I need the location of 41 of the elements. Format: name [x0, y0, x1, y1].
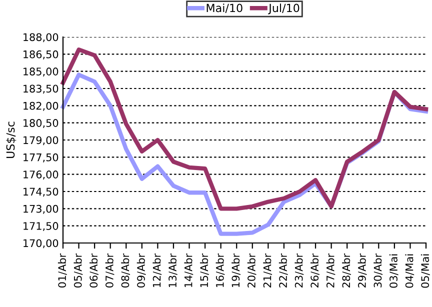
y-tick-label: 185,00 — [24, 68, 58, 76]
line-series — [60, 48, 428, 211]
legend-label: Mai/10 — [206, 4, 242, 14]
y-axis-title: US$/sc — [6, 122, 16, 158]
y-tick-label: 173,00 — [24, 204, 58, 214]
y-tick-label: 170,00 — [24, 239, 58, 248]
y-tick-label: 179,00 — [24, 136, 58, 146]
x-tick-label: 08/Abr — [121, 253, 130, 288]
x-tick-label: 14/Abr — [184, 253, 194, 288]
x-tick-label: 05/Abr — [74, 253, 83, 288]
x-tick-label: 30/Abr — [374, 253, 382, 288]
x-tick-label: 09/Abr — [136, 253, 146, 288]
x-tick-label: 06/Abr — [90, 253, 98, 288]
x-tick-label: 03/Mai — [389, 254, 398, 288]
y-tick-label: 182,00 — [24, 102, 58, 111]
x-tick-label: 26/Abr — [310, 253, 320, 288]
x-tick-label: 23/Abr — [294, 253, 304, 288]
y-tick-label: 180,50 — [24, 119, 58, 128]
x-tick-label: 28/Abr — [342, 253, 351, 288]
x-tick-label: 12/Abr — [152, 253, 162, 288]
x-tick-label: 16/Abr — [216, 253, 225, 288]
x-tick-label: 15/Abr — [200, 253, 209, 288]
x-tick-label: 22/Abr — [278, 253, 288, 288]
x-tick-label: 27/Abr — [326, 253, 336, 288]
y-tick-label: 176,00 — [24, 170, 58, 180]
y-tick-label: 177,50 — [24, 153, 58, 162]
x-tick-label: 01/Abr — [58, 253, 67, 288]
x-tick-label: 04/Mai — [405, 254, 414, 288]
x-tick-label: 21/Abr — [263, 253, 272, 288]
y-tick-label: 171,50 — [24, 222, 58, 231]
y-tick-label: 188,00 — [24, 33, 58, 42]
y-tick-label: 186,50 — [24, 50, 58, 60]
x-tick-label: 19/Abr — [232, 253, 240, 288]
y-tick-label: 183,50 — [24, 84, 58, 94]
x-tick-label: 29/Abr — [358, 253, 367, 288]
y-tick-label: 174,50 — [24, 188, 58, 197]
legend-label: Jul/10 — [268, 4, 300, 14]
x-tick-label: 20/Abr — [247, 253, 256, 288]
x-tick-label: 07/Abr — [105, 253, 114, 288]
x-tick-label: 05/Mai — [420, 254, 430, 288]
x-tick-label: 13/Abr — [168, 253, 178, 288]
